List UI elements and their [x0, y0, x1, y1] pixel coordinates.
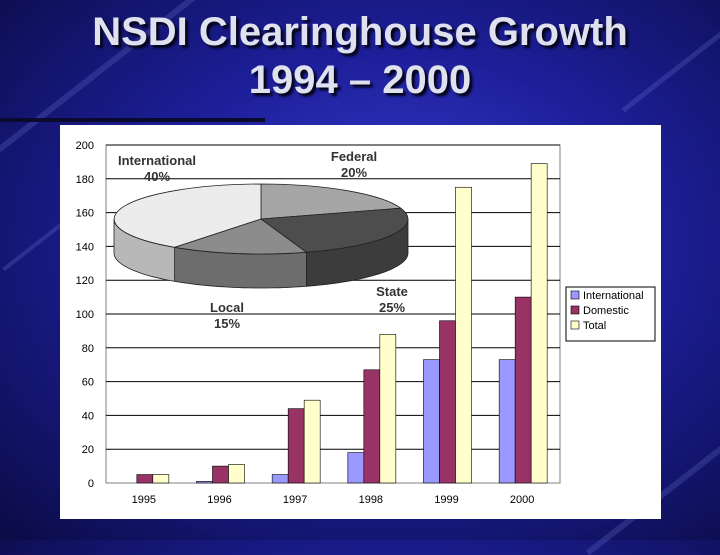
bar-total-1997	[303, 399, 321, 484]
y-tick-label: 140	[76, 241, 94, 253]
chart-canvas: 0 20 40 60 80 100 120 140 160 180 200 1995 1996 1997 1…	[76, 140, 656, 506]
legend-swatch	[570, 320, 580, 330]
bar-total-1996	[228, 464, 245, 484]
pie-label-percent: 20%	[341, 165, 367, 180]
pie-label-name: State	[376, 284, 408, 299]
bar-domestic-1998	[363, 369, 381, 484]
y-tick-label: 100	[76, 309, 94, 321]
x-tick-label: 1997	[283, 494, 307, 506]
bar-total-2000	[530, 163, 548, 484]
bar-total-1999	[455, 186, 472, 484]
bar-international-2000	[498, 359, 516, 484]
chart-panel: 0 20 40 60 80 100 120 140 160 180 200 1995 1996 1997 1…	[60, 125, 661, 519]
bar-domestic-2000	[514, 296, 532, 484]
legend-swatch	[570, 305, 580, 315]
bar-international-1996	[196, 481, 213, 484]
x-tick-label: 1995	[132, 494, 156, 506]
legend-label: Total	[583, 320, 606, 332]
pie-label-percent: 15%	[214, 316, 240, 331]
legend-label: International	[583, 290, 644, 302]
slide-title-line-1: NSDI Clearinghouse Growth	[92, 10, 628, 54]
pie-label-name: International	[118, 153, 196, 168]
slide-title-line-2: 1994 – 2000	[248, 58, 472, 102]
x-tick-label: 1998	[359, 494, 383, 506]
bar-international-1999	[423, 359, 440, 484]
y-tick-label: 40	[82, 410, 94, 422]
pie-label-percent: 40%	[144, 169, 170, 184]
x-tick-label: 1996	[207, 494, 231, 506]
bar-domestic-1995	[136, 474, 154, 484]
pie-slice-federal	[260, 183, 402, 220]
bar-domestic-1996	[212, 465, 229, 484]
y-tick-label: 160	[76, 208, 94, 220]
pie-slice-state	[259, 207, 409, 253]
pie-label-name: Local	[210, 300, 244, 315]
pie-label-percent: 25%	[379, 300, 405, 315]
y-tick-label: 20	[82, 444, 94, 456]
pie-label-name: Federal	[331, 149, 377, 164]
legend-box	[565, 286, 656, 342]
legend-label: Domestic	[583, 305, 629, 317]
y-tick-label: 180	[76, 174, 94, 186]
bar-total-1998	[379, 333, 397, 484]
pie-slice-international	[113, 183, 262, 248]
bar-international-1998	[347, 452, 365, 484]
bar-total-1995	[152, 474, 170, 484]
y-tick-label: 60	[82, 377, 94, 389]
chart-legend: International Domestic Total	[565, 286, 656, 342]
bar-domestic-1997	[287, 408, 305, 484]
x-tick-label: 2000	[510, 494, 534, 506]
legend-swatch	[570, 290, 580, 300]
slide-title: NSDI Clearinghouse Growth 1994 – 2000	[0, 8, 720, 104]
y-tick-label: 80	[82, 343, 94, 355]
pie-slice-local	[174, 218, 308, 255]
y-tick-label: 200	[76, 140, 94, 152]
bar-international-1997	[271, 474, 289, 484]
title-rule	[0, 118, 265, 122]
y-tick-label: 0	[88, 478, 94, 490]
y-tick-label: 120	[76, 275, 94, 287]
x-tick-label: 1999	[434, 494, 458, 506]
bar-domestic-1999	[439, 320, 456, 484]
